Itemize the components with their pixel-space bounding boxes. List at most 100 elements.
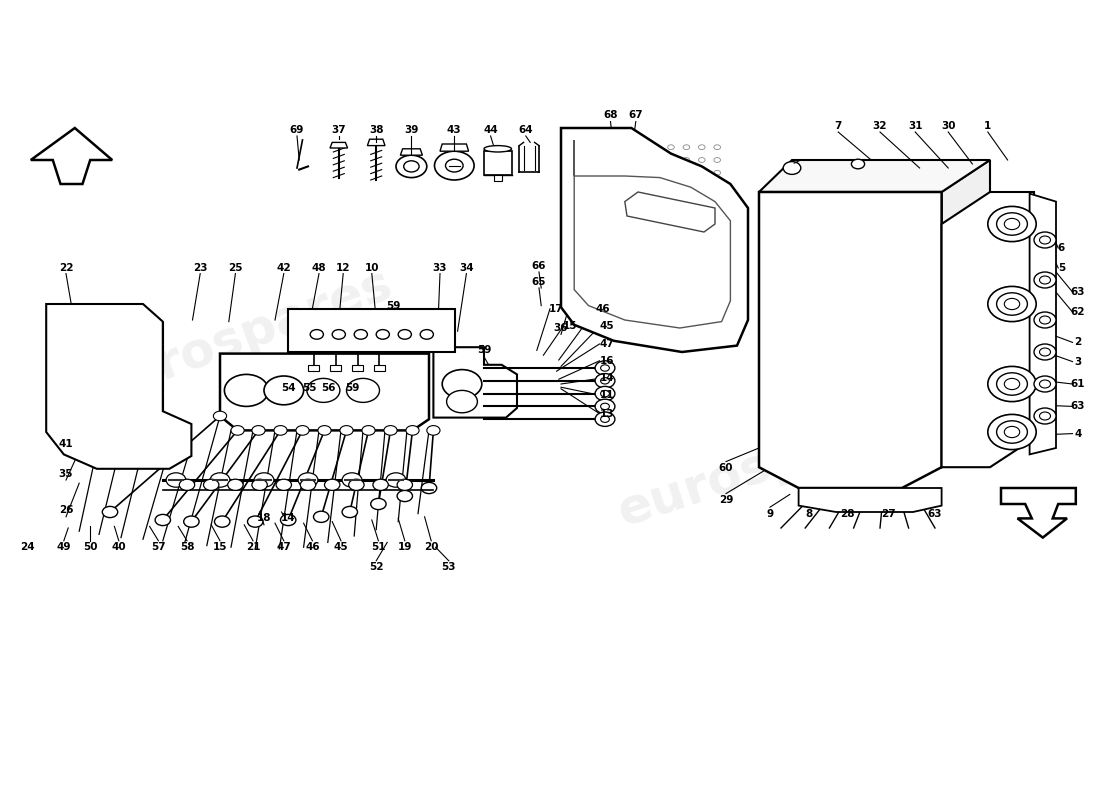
Circle shape	[1034, 232, 1056, 248]
Circle shape	[447, 390, 477, 413]
Text: 27: 27	[881, 509, 896, 518]
Polygon shape	[367, 139, 385, 146]
Circle shape	[601, 416, 609, 422]
Text: 47: 47	[276, 542, 292, 552]
Text: 4: 4	[1075, 429, 1081, 438]
Polygon shape	[1001, 488, 1076, 538]
Text: 8: 8	[805, 509, 812, 518]
Text: 47: 47	[600, 339, 615, 349]
Text: 32: 32	[872, 121, 888, 130]
Text: 42: 42	[276, 263, 292, 273]
Circle shape	[274, 426, 287, 435]
Text: 57: 57	[151, 542, 166, 552]
Text: 9: 9	[767, 509, 773, 518]
Circle shape	[1040, 380, 1050, 388]
Text: 52: 52	[368, 562, 384, 572]
Circle shape	[214, 516, 230, 527]
Text: 60: 60	[718, 463, 734, 473]
Circle shape	[595, 399, 615, 414]
Circle shape	[783, 162, 801, 174]
Circle shape	[276, 479, 292, 490]
Circle shape	[1034, 312, 1056, 328]
Text: 6: 6	[1058, 243, 1065, 253]
Circle shape	[988, 206, 1036, 242]
Text: 34: 34	[459, 263, 474, 273]
Circle shape	[1004, 426, 1020, 438]
Text: 66: 66	[531, 261, 547, 270]
Text: 16: 16	[600, 356, 615, 366]
Circle shape	[434, 151, 474, 180]
Polygon shape	[220, 354, 429, 430]
Text: 29: 29	[718, 495, 734, 505]
Circle shape	[248, 516, 263, 527]
Text: eurospares: eurospares	[85, 259, 399, 413]
Circle shape	[601, 390, 609, 397]
Circle shape	[773, 303, 828, 343]
Text: 37: 37	[331, 125, 346, 134]
Text: 61: 61	[1070, 379, 1086, 389]
Text: 54: 54	[280, 383, 296, 393]
Circle shape	[166, 473, 186, 487]
Polygon shape	[440, 144, 469, 151]
Circle shape	[1040, 348, 1050, 356]
Text: 31: 31	[908, 121, 923, 130]
Text: 58: 58	[179, 542, 195, 552]
Circle shape	[446, 159, 463, 172]
Circle shape	[228, 479, 243, 490]
Circle shape	[997, 293, 1027, 315]
Circle shape	[1040, 316, 1050, 324]
Bar	[823, 258, 894, 274]
Text: 45: 45	[600, 322, 615, 331]
Circle shape	[179, 479, 195, 490]
Circle shape	[184, 516, 199, 527]
Circle shape	[398, 330, 411, 339]
Circle shape	[342, 506, 358, 518]
Circle shape	[988, 286, 1036, 322]
Circle shape	[362, 426, 375, 435]
Circle shape	[601, 403, 609, 410]
Circle shape	[427, 426, 440, 435]
Polygon shape	[330, 142, 348, 148]
Text: 56: 56	[321, 383, 337, 393]
Circle shape	[298, 473, 318, 487]
Circle shape	[342, 473, 362, 487]
Circle shape	[1040, 276, 1050, 284]
Circle shape	[155, 514, 170, 526]
Circle shape	[601, 365, 609, 371]
Circle shape	[307, 378, 340, 402]
Text: 55: 55	[301, 383, 317, 393]
Polygon shape	[759, 160, 990, 192]
Circle shape	[997, 373, 1027, 395]
Text: 14: 14	[600, 374, 615, 383]
Bar	[823, 309, 894, 325]
Text: 43: 43	[447, 125, 462, 134]
Circle shape	[386, 473, 406, 487]
Circle shape	[997, 213, 1027, 235]
Polygon shape	[625, 192, 715, 232]
Text: 7: 7	[835, 121, 842, 130]
Text: eurospares: eurospares	[612, 392, 928, 536]
Circle shape	[346, 378, 380, 402]
Text: 40: 40	[111, 542, 126, 552]
Text: 50: 50	[82, 542, 98, 552]
Polygon shape	[799, 488, 942, 512]
Circle shape	[397, 490, 412, 502]
Text: 46: 46	[595, 304, 610, 314]
Polygon shape	[400, 149, 422, 155]
Text: 20: 20	[424, 542, 439, 552]
Circle shape	[349, 479, 364, 490]
Circle shape	[1034, 408, 1056, 424]
Text: 62: 62	[1070, 307, 1086, 317]
Circle shape	[252, 479, 267, 490]
Text: 3: 3	[1075, 357, 1081, 366]
Circle shape	[340, 426, 353, 435]
Bar	[484, 151, 512, 175]
Circle shape	[997, 421, 1027, 443]
Circle shape	[210, 473, 230, 487]
Text: 30: 30	[940, 121, 956, 130]
Polygon shape	[31, 128, 112, 184]
Circle shape	[1040, 412, 1050, 420]
Circle shape	[1004, 298, 1020, 310]
Text: 11: 11	[600, 390, 615, 400]
Circle shape	[404, 161, 419, 172]
